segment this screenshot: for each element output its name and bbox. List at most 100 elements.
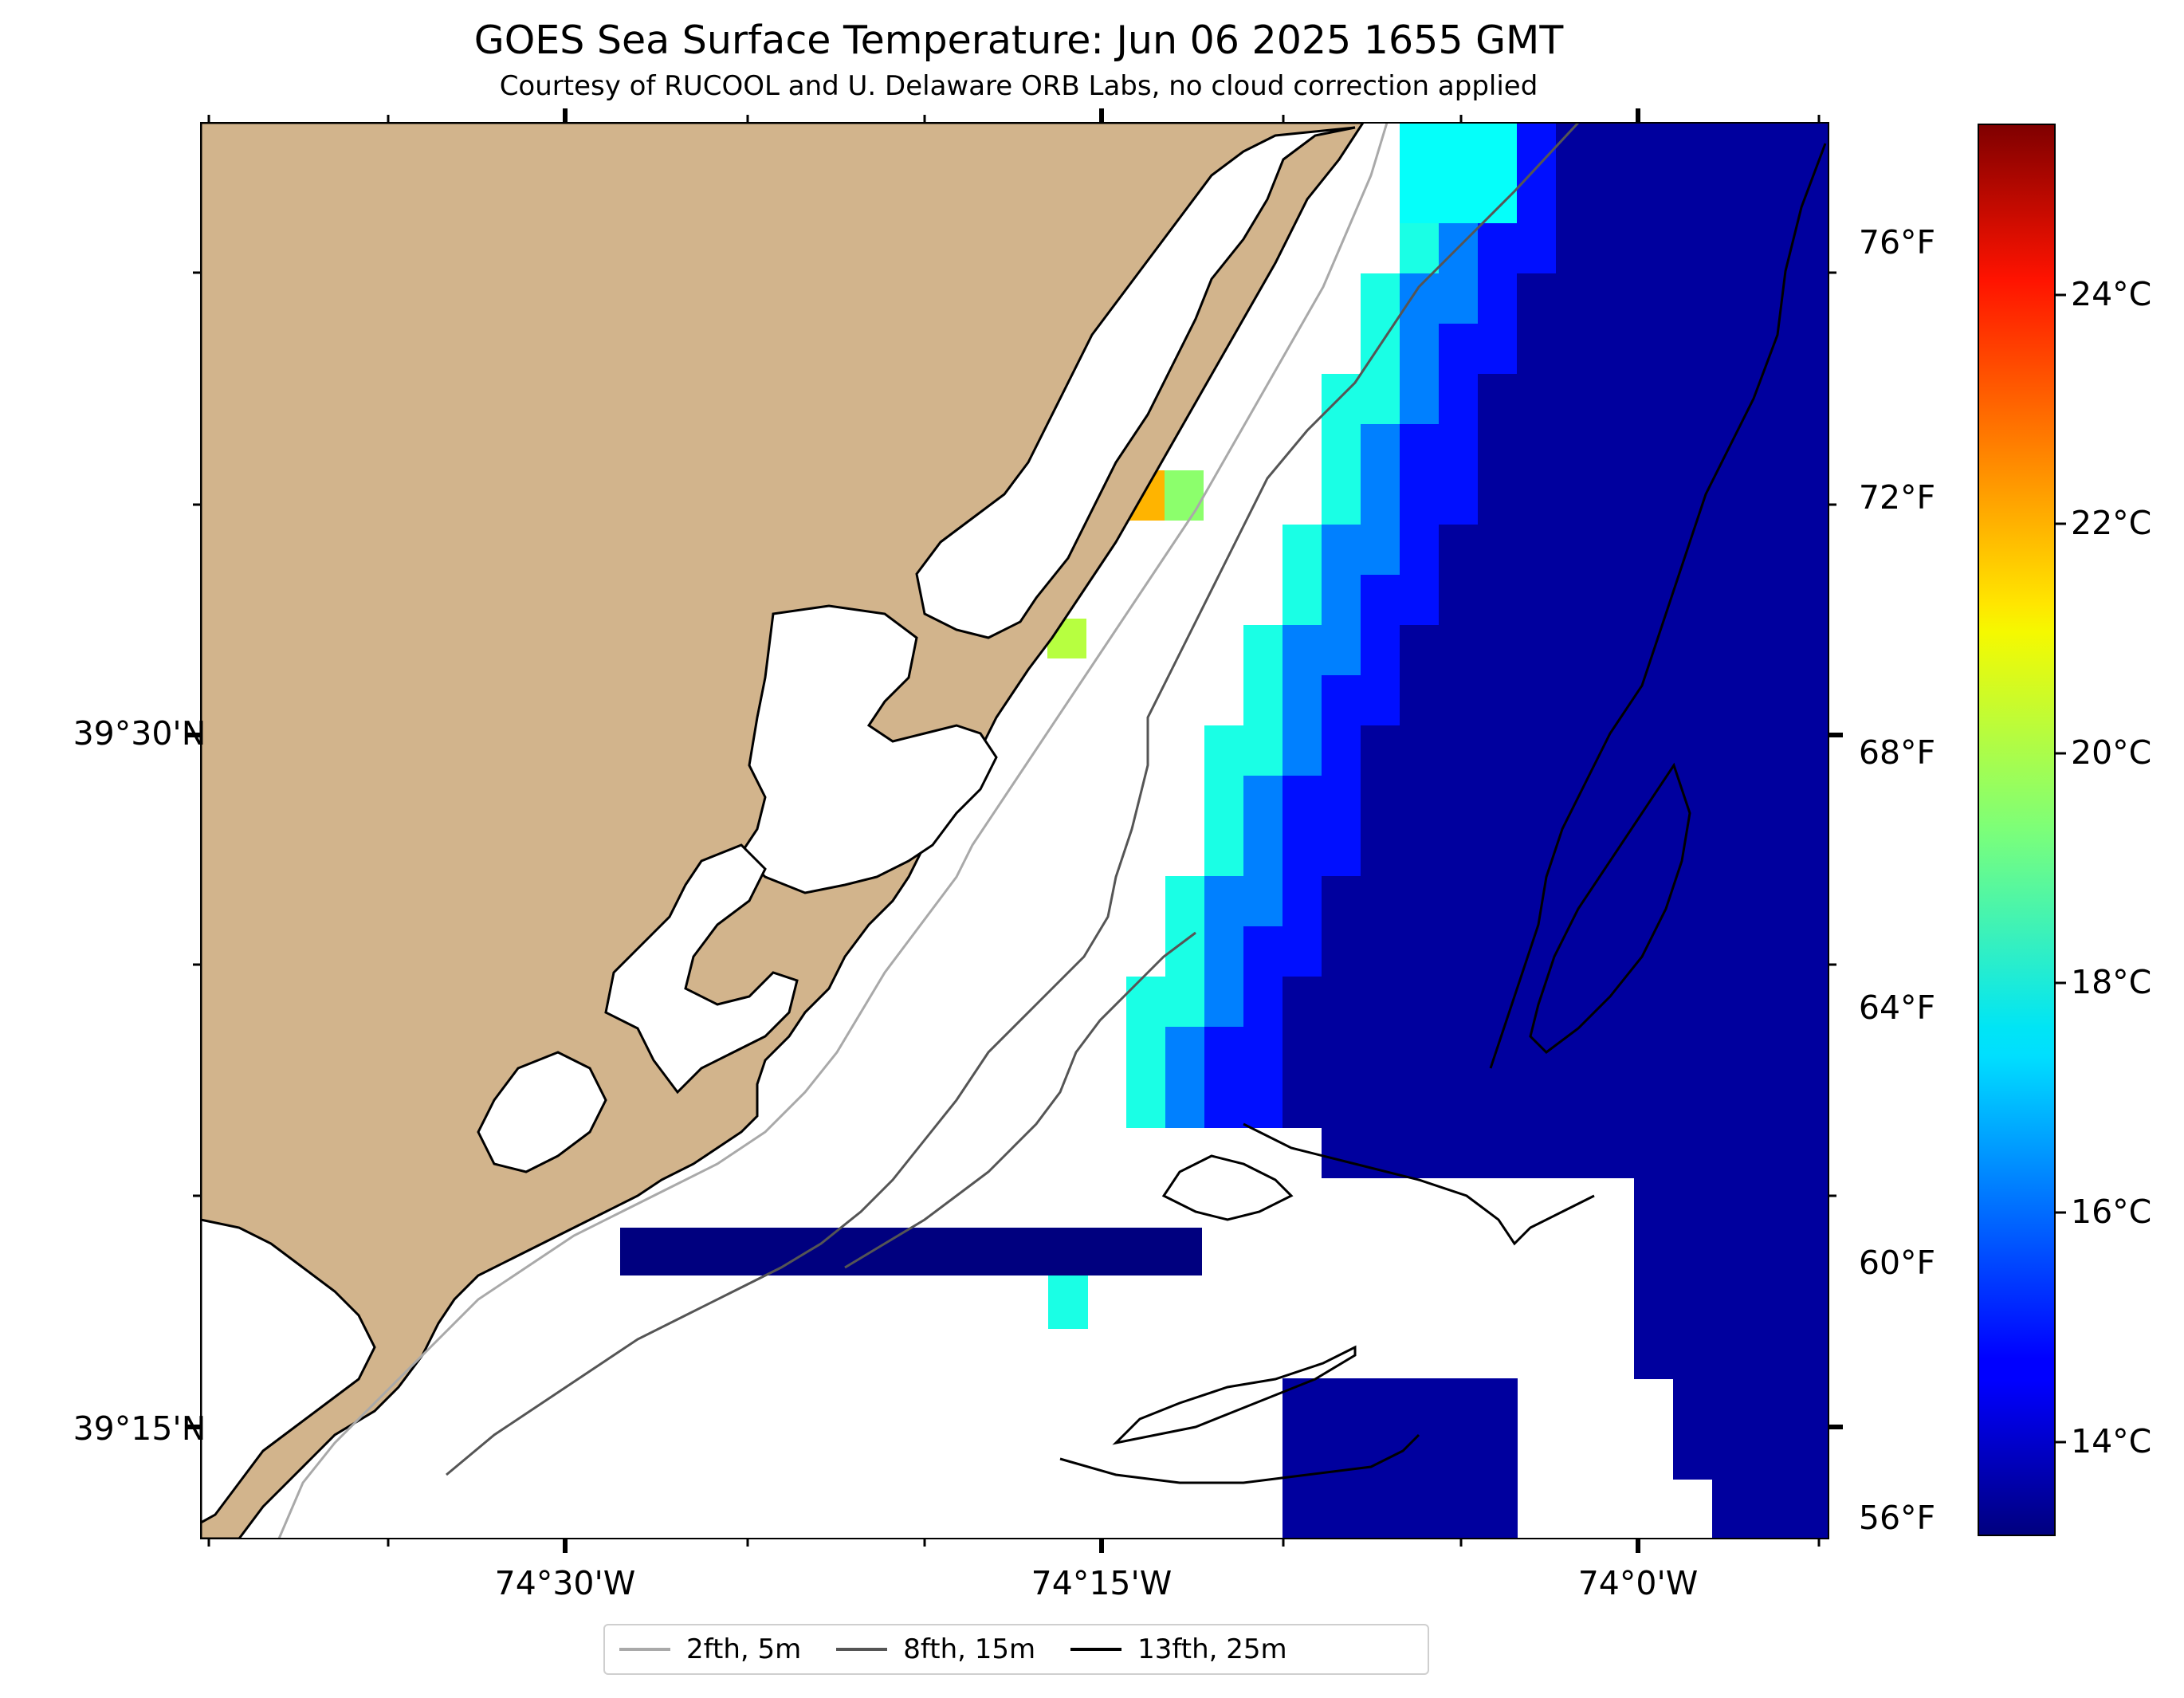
sst-pixel	[1790, 525, 1829, 576]
sst-pixel	[1751, 1027, 1791, 1078]
sst-pixel	[1556, 273, 1596, 324]
sst-pixel	[1517, 625, 1557, 676]
sst-pixel	[1283, 525, 1322, 576]
sst-pixel	[1478, 1077, 1518, 1128]
sst-pixel	[1165, 876, 1205, 927]
sst-pixel	[1712, 324, 1752, 375]
sst-pixel	[1751, 625, 1791, 676]
sst-pixel	[1439, 876, 1479, 927]
sst-pixel	[1634, 1127, 1674, 1178]
sst-pixel	[1439, 173, 1479, 224]
sst-pixel	[1283, 826, 1322, 877]
isobath-25m-south	[1059, 1122, 1595, 1484]
sst-pixel	[1439, 1529, 1479, 1539]
sst-pixel	[1517, 826, 1557, 877]
sst-pixel	[1673, 1278, 1713, 1329]
sst-pixel	[1517, 525, 1557, 576]
sst-pixel	[1751, 223, 1791, 274]
sst-pixel	[1400, 625, 1440, 676]
sst-pixel	[1634, 525, 1674, 576]
legend-label: 13fth, 25m	[1137, 1633, 1287, 1665]
sst-pixel	[1595, 374, 1635, 425]
sst-pixel	[1400, 1077, 1440, 1128]
sst-pixel	[1204, 876, 1244, 927]
sst-pixel	[1712, 374, 1752, 425]
sst-pixel	[1439, 625, 1479, 676]
sst-pixel	[1243, 675, 1283, 726]
sst-pixel	[1400, 223, 1440, 274]
sst-pixel	[1712, 173, 1752, 224]
sst-pixel	[1790, 675, 1829, 726]
sst-pixel	[1439, 977, 1479, 1028]
sst-pixel	[1478, 223, 1518, 274]
sst-pixel	[1439, 575, 1479, 626]
sst-pixel	[1712, 1378, 1752, 1429]
sst-pixel	[1673, 1429, 1713, 1480]
sst-pixel	[1204, 826, 1244, 877]
sst-pixel	[1478, 123, 1518, 174]
axis-ticks	[187, 108, 1843, 1553]
sst-pixel	[1439, 725, 1479, 776]
sst-pixel	[1517, 876, 1557, 927]
sst-pixel	[1400, 876, 1440, 927]
sst-pixel	[1478, 926, 1518, 977]
sst-pixel	[1673, 1328, 1713, 1379]
sst-pixel	[1439, 474, 1479, 525]
sst-pixel	[1439, 273, 1479, 324]
bay-water	[740, 604, 998, 894]
sst-pixel	[1673, 575, 1713, 626]
sst-pixel	[1556, 525, 1596, 576]
sst-pixel	[1634, 1278, 1674, 1329]
sst-pixel	[1400, 1479, 1440, 1530]
sst-pixel	[1556, 324, 1596, 375]
sst-pixel	[1751, 1328, 1791, 1379]
sst-pixel	[1283, 1378, 1322, 1429]
sst-pixel	[1595, 525, 1635, 576]
sst-pixel	[1673, 223, 1713, 274]
sst-pixel	[1243, 1077, 1283, 1128]
celsius-tick-label: 16°C	[2071, 1193, 2151, 1231]
sst-pixel	[1204, 725, 1244, 776]
sst-pixel	[1478, 374, 1518, 425]
sst-pixel	[1439, 1027, 1479, 1078]
isobath-25m	[1489, 143, 1827, 1069]
sst-pixel	[1322, 474, 1361, 525]
sst-pixel	[1634, 1077, 1674, 1128]
fahrenheit-tick-label: 64°F	[1859, 989, 1935, 1027]
sst-pixel	[1517, 776, 1557, 827]
sst-pixel	[1204, 926, 1244, 977]
sst-pixel	[1751, 1378, 1791, 1429]
sst-pixel	[1595, 424, 1635, 475]
sst-pixel	[1673, 1378, 1713, 1429]
sst-pixel	[1517, 123, 1557, 174]
sst-pixel	[1517, 675, 1557, 726]
sst-pixel	[1634, 725, 1674, 776]
sst-pixel	[1204, 977, 1244, 1028]
sst-pixel	[1595, 273, 1635, 324]
sst-pixel	[1673, 374, 1713, 425]
legend-line-icon	[1070, 1648, 1122, 1651]
sst-pixel	[1634, 474, 1674, 525]
sst-pixel	[1361, 1479, 1400, 1530]
sst-pixel	[1790, 1529, 1829, 1539]
sst-pixel	[1400, 826, 1440, 877]
marsh-water	[604, 843, 799, 1095]
sst-pixel	[1478, 826, 1518, 877]
sst-pixel	[1517, 324, 1557, 375]
sst-pixel	[1790, 1127, 1829, 1178]
sst-pixel	[1751, 876, 1791, 927]
sst-pixel	[1243, 926, 1283, 977]
sst-pixel	[1595, 1127, 1635, 1178]
sst-pixel	[1478, 525, 1518, 576]
sst-pixel	[1712, 1228, 1752, 1279]
sst-pixel	[620, 1228, 1202, 1275]
sst-pixel	[1283, 977, 1322, 1028]
sst-pixel	[1283, 1077, 1322, 1128]
lon-tick-label: 74°0'W	[1578, 1564, 1699, 1602]
sst-pixel	[1673, 1228, 1713, 1279]
sst-pixel	[1634, 1177, 1674, 1228]
sst-pixel	[1556, 575, 1596, 626]
sst-pixel	[1400, 1429, 1440, 1480]
sst-pixel	[1673, 1077, 1713, 1128]
sst-pixel	[1322, 926, 1361, 977]
